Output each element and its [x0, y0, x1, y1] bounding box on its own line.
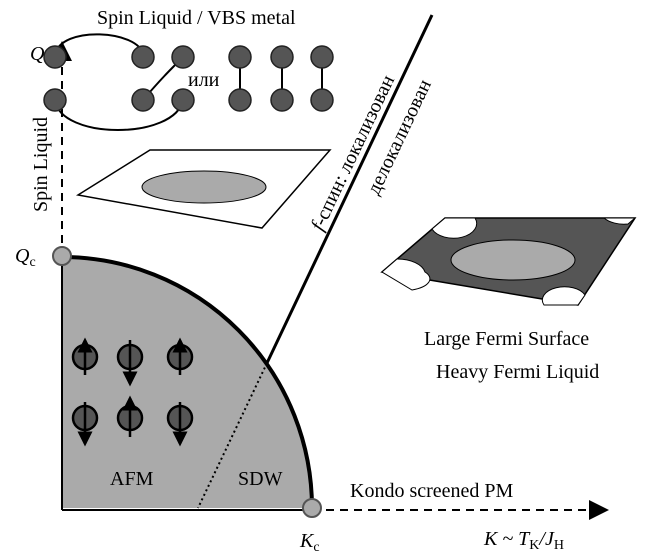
text-part: Q [15, 245, 30, 267]
small-fermi-surface [142, 171, 266, 203]
text-part: c [313, 540, 319, 555]
qc-point [53, 247, 71, 265]
large-fs-label: Large Fermi Surface [424, 328, 589, 350]
text-part: H [554, 538, 564, 553]
title: Spin Liquid / VBS metal [97, 7, 296, 29]
y-axis-label: Q [30, 43, 45, 65]
text-part: K ~ T [483, 528, 531, 550]
x-phase-label: Kondo screened PM [350, 480, 514, 502]
text-part: K [529, 538, 539, 553]
kc-label: Kc [299, 530, 320, 555]
large-fermi-surface [451, 240, 575, 280]
kc-point [303, 499, 321, 517]
text-part: /J [538, 528, 555, 550]
y-phase-label: Spin Liquid [30, 117, 52, 212]
afm-label: AFM [110, 468, 154, 490]
or-word: или [188, 69, 220, 91]
phase-diagram: f-спин: локализован делокализован AFM SD… [0, 0, 645, 555]
heavy-fl-label: Heavy Fermi Liquid [436, 361, 599, 383]
qc-label: Qc [15, 245, 36, 270]
sdw-label: SDW [238, 468, 283, 490]
text-part: c [29, 255, 35, 270]
x-axis-label: K ~ TK/JH [483, 528, 564, 553]
